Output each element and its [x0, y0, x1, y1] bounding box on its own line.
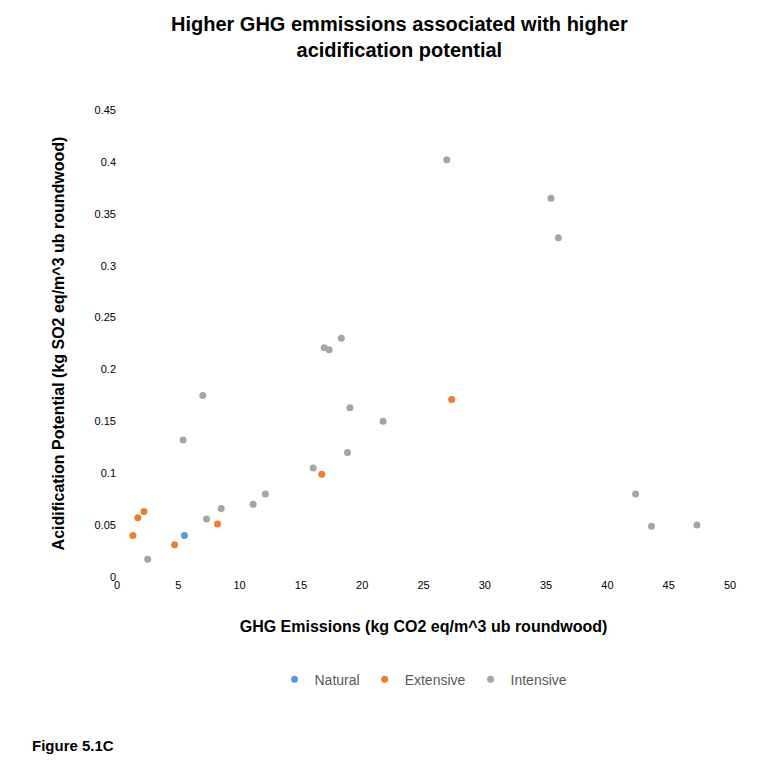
svg-text:0: 0	[114, 579, 120, 591]
svg-text:Acidification Potential (kg SO: Acidification Potential (kg SO2 eq/m^3 u…	[50, 137, 67, 551]
svg-text:Figure 5.1C: Figure 5.1C	[32, 737, 114, 754]
svg-text:Intensive: Intensive	[511, 672, 567, 688]
svg-text:0: 0	[110, 571, 116, 583]
svg-text:35: 35	[540, 579, 552, 591]
svg-text:0.25: 0.25	[95, 311, 116, 323]
svg-text:0.45: 0.45	[95, 104, 116, 116]
svg-text:30: 30	[479, 579, 491, 591]
svg-text:40: 40	[601, 579, 613, 591]
svg-text:15: 15	[295, 579, 307, 591]
svg-text:50: 50	[724, 579, 736, 591]
svg-text:0.3: 0.3	[101, 260, 116, 272]
svg-text:10: 10	[233, 579, 245, 591]
svg-text:0.15: 0.15	[95, 415, 116, 427]
svg-text:GHG Emissions (kg CO2 eq/m^3 u: GHG Emissions (kg CO2 eq/m^3 ub roundwoo…	[240, 618, 608, 635]
svg-text:45: 45	[663, 579, 675, 591]
svg-text:Natural: Natural	[315, 672, 360, 688]
svg-text:5: 5	[175, 579, 181, 591]
svg-text:25: 25	[417, 579, 429, 591]
svg-text:20: 20	[356, 579, 368, 591]
svg-text:Higher GHG emmissions associat: Higher GHG emmissions associated with hi…	[171, 13, 628, 61]
svg-text:0.35: 0.35	[95, 208, 116, 220]
svg-text:0.1: 0.1	[101, 467, 116, 479]
svg-text:Extensive: Extensive	[405, 672, 466, 688]
svg-text:0.05: 0.05	[95, 519, 116, 531]
svg-text:0.4: 0.4	[101, 156, 116, 168]
svg-text:0.2: 0.2	[101, 363, 116, 375]
